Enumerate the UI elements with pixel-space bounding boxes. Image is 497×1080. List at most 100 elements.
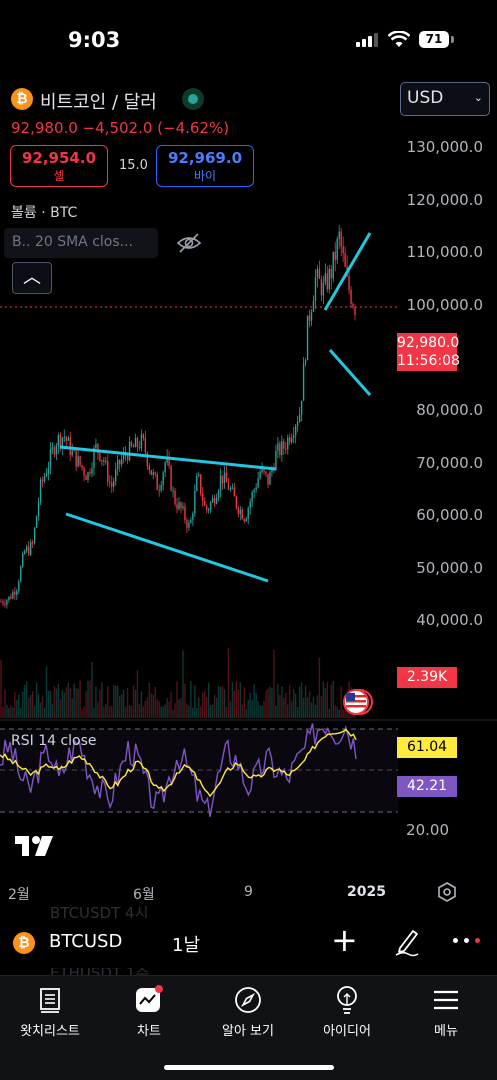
- drawing-pen-icon[interactable]: [394, 927, 420, 957]
- nav-ideas[interactable]: 아이디어: [297, 984, 397, 1039]
- candle-body: [75, 450, 77, 467]
- candle-body: [69, 437, 71, 456]
- current-price: 92,980.0: [397, 335, 460, 351]
- candle-body: [255, 487, 257, 490]
- volume-bar: [59, 699, 62, 718]
- volume-bar: [73, 683, 75, 718]
- price-tick: 80,000.0: [416, 401, 483, 419]
- candle-body: [8, 596, 10, 601]
- candle-body: [318, 268, 321, 279]
- candle-body: [257, 478, 259, 488]
- price-axis[interactable]: 130,000.0 120,000.0 110,000.0 100,000.0 …: [398, 0, 497, 1080]
- sma-indicator-label[interactable]: B.. 20 SMA clos...: [4, 228, 158, 258]
- volume-bar: [255, 692, 257, 718]
- nav-label: 메뉴: [434, 1024, 458, 1039]
- more-options-icon[interactable]: [453, 935, 483, 945]
- volume-value-tag: 2.39K: [397, 667, 457, 688]
- volume-bar: [103, 707, 105, 718]
- candle-body: [176, 504, 178, 509]
- candle-body: [340, 231, 342, 247]
- candle-body: [126, 455, 129, 461]
- interval-selector[interactable]: 1날: [172, 935, 201, 956]
- volume-bar: [294, 693, 297, 718]
- symbol-title[interactable]: 비트코인 / 달러: [40, 92, 157, 113]
- price-tick: 100,000.0: [406, 296, 483, 314]
- candle-body: [354, 307, 356, 316]
- candle-body: [294, 426, 297, 436]
- symbol-selector[interactable]: BTCUSD: [49, 931, 123, 952]
- rsi-indicator-label[interactable]: RSI 14 close: [11, 733, 97, 749]
- candle-body: [306, 315, 309, 361]
- volume-bar: [43, 708, 46, 718]
- nav-explore[interactable]: 알아 보기: [198, 984, 298, 1039]
- candle-body: [267, 473, 269, 485]
- price-chart[interactable]: [0, 0, 497, 900]
- volume-bar: [170, 692, 172, 718]
- candle-body: [293, 435, 295, 438]
- candle-body: [338, 231, 340, 239]
- volume-bar: [0, 659, 2, 718]
- candle-body: [105, 460, 107, 462]
- candle-body: [136, 437, 139, 447]
- candle-body: [113, 481, 115, 487]
- candle-body: [120, 459, 123, 465]
- volume-bar: [69, 688, 71, 718]
- cellular-signal-icon: [356, 33, 378, 47]
- candle-body: [73, 450, 75, 452]
- battery-indicator: 71: [419, 31, 449, 48]
- tradingview-logo: [15, 836, 53, 856]
- volume-bar: [83, 707, 85, 718]
- candle-body: [63, 436, 65, 438]
- rsi-line: [0, 723, 357, 817]
- nav-chart[interactable]: 차트: [99, 984, 199, 1039]
- volume-bar: [79, 680, 81, 718]
- sell-button[interactable]: 92,954.0 셀: [10, 145, 108, 187]
- add-plus-icon[interactable]: +: [331, 921, 358, 959]
- volume-bar: [29, 694, 32, 718]
- volume-bar: [277, 684, 279, 718]
- volume-bar: [211, 704, 214, 718]
- candle-body: [148, 465, 151, 471]
- candle-body: [200, 474, 202, 494]
- menu-icon: [434, 990, 458, 1010]
- chart-settings-icon[interactable]: [437, 882, 457, 902]
- price-tick: 70,000.0: [416, 454, 483, 472]
- volume-bar: [291, 701, 293, 718]
- volume-bar: [120, 693, 123, 718]
- nav-menu[interactable]: 메뉴: [396, 984, 496, 1039]
- volume-bar: [111, 706, 113, 718]
- candle-body: [215, 497, 218, 504]
- volume-bar: [71, 698, 73, 718]
- volume-bar: [134, 689, 137, 718]
- price-tick: 110,000.0: [406, 243, 483, 261]
- candle-body: [160, 484, 162, 491]
- candle-body: [350, 290, 352, 304]
- candle-body: [336, 238, 338, 260]
- candle-body: [188, 522, 190, 528]
- volume-bar: [126, 688, 129, 718]
- eye-off-icon[interactable]: [176, 232, 202, 254]
- collapse-indicators-button[interactable]: ︿: [12, 262, 52, 294]
- candle-body: [140, 434, 143, 449]
- volume-bar: [275, 705, 277, 718]
- currency-select[interactable]: USD ⌄: [400, 82, 490, 116]
- volume-bar: [194, 685, 196, 718]
- candle-body: [198, 474, 200, 476]
- volume-bar: [223, 689, 226, 718]
- volume-bar: [300, 682, 303, 718]
- us-flag-event-icon[interactable]: [341, 688, 375, 716]
- nav-watchlist[interactable]: 왓치리스트: [0, 984, 100, 1039]
- candle-body: [277, 443, 279, 451]
- buy-button[interactable]: 92,969.0 바이: [156, 145, 254, 187]
- volume-bar: [6, 704, 8, 718]
- volume-bar: [31, 691, 34, 718]
- candle-body: [211, 497, 214, 503]
- candle-body: [225, 472, 228, 483]
- volume-bar: [89, 680, 91, 718]
- volume-bar: [204, 690, 206, 718]
- volume-bar: [235, 680, 238, 718]
- candle-body: [47, 467, 50, 474]
- volume-bar: [164, 704, 166, 718]
- volume-indicator-label[interactable]: 볼륨 · BTC: [11, 205, 78, 221]
- candle-body: [93, 447, 95, 469]
